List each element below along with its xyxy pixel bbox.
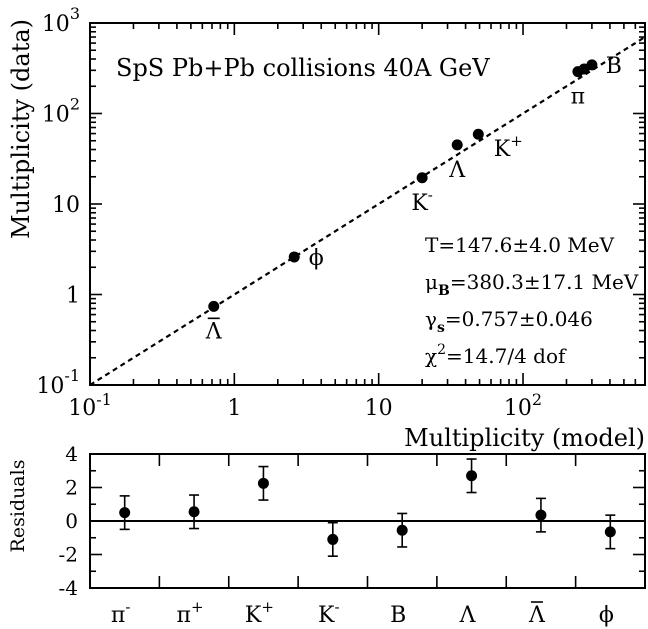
- residual-category-label: ϕ: [599, 603, 614, 628]
- x-axis-label: Multiplicity (model): [404, 424, 645, 452]
- residual-y-tick-label: 4: [65, 442, 78, 466]
- label-K-plus: K+: [494, 132, 523, 162]
- point-B: [586, 59, 598, 71]
- y-tick-label: 1: [66, 284, 80, 309]
- residual-point: [188, 506, 200, 518]
- label-K-minus: K-: [411, 186, 433, 216]
- residual-category-label: K+: [245, 598, 274, 628]
- reference-line-y-equals-x: [89, 36, 646, 386]
- top-plot-frame: [89, 22, 646, 386]
- residuals-axis-label: Residuals: [7, 460, 29, 553]
- y-tick-label: 10: [52, 193, 80, 218]
- point-phi: [288, 251, 300, 263]
- fit-result-line: μB=380.3±17.1 MeV: [425, 270, 639, 299]
- residual-category-label: π+: [177, 598, 204, 628]
- x-tick-label: 102: [504, 390, 542, 421]
- residual-y-tick-label: -2: [59, 543, 78, 567]
- fit-results: T=147.6±4.0 MeV μB=380.3±17.1 MeV γs=0.757…: [425, 233, 639, 368]
- x-tick-label: 10-1: [68, 390, 112, 421]
- residual-y-tick-label: 0: [65, 509, 78, 533]
- point-K-plus: [472, 128, 484, 140]
- point-labels: Λϕ K- Λ K+ πB: [205, 54, 622, 345]
- residual-y-tick-label: 2: [65, 476, 78, 500]
- point-Lambda: [451, 139, 463, 151]
- fit-result-line: T=147.6±4.0 MeV: [425, 233, 615, 257]
- fit-result-line: γs=0.757±0.046: [425, 307, 593, 336]
- point-K-minus: [416, 172, 428, 184]
- residual-point: [327, 533, 339, 545]
- x-tick-labels: 10-1 1 10 102: [68, 390, 542, 421]
- fit-result-line: χ2=14.7/4 dof: [425, 342, 567, 368]
- residual-points: [119, 458, 616, 557]
- label-B: B: [606, 54, 622, 79]
- residual-category-label: π-: [111, 598, 131, 628]
- x-tick-label: 1: [227, 396, 241, 421]
- point-anti-Lambda: [208, 300, 220, 312]
- label-anti-Lambda: Λ: [205, 319, 223, 344]
- multiplicity-chart: Λϕ K- Λ K+ πB 10-1 1 10 102 10-1 1 10 102 103 SpS P…: [7, 4, 646, 452]
- y-axis-label: Multiplicity (data): [7, 19, 35, 239]
- residual-point: [466, 470, 478, 482]
- residual-category-label: B: [390, 603, 406, 628]
- residual-point: [119, 507, 131, 519]
- residual-point: [396, 524, 408, 536]
- residual-category-label: K-: [318, 598, 340, 628]
- y-tick-label: 102: [42, 95, 80, 128]
- residual-point: [604, 526, 616, 538]
- y-tick-labels: 10-1 1 10 102 103: [36, 4, 80, 399]
- residual-category-label: Λ: [528, 603, 546, 628]
- x-tick-label: 10: [365, 396, 393, 421]
- residual-point: [257, 477, 269, 489]
- chart-title: SpS Pb+Pb collisions 40A GeV: [116, 54, 490, 82]
- label-phi: ϕ: [309, 246, 324, 271]
- residual-category-label: Λ: [459, 603, 477, 628]
- residual-point: [535, 509, 547, 521]
- residual-y-tick-labels: -4 -2 0 2 4: [59, 442, 78, 600]
- y-tick-label: 10-1: [36, 366, 80, 399]
- data-points: [208, 59, 598, 312]
- label-pi-minus: π: [571, 85, 585, 110]
- residual-y-tick-label: -4: [59, 576, 78, 600]
- y-tick-label: 103: [42, 4, 80, 37]
- label-Lambda: Λ: [448, 158, 466, 183]
